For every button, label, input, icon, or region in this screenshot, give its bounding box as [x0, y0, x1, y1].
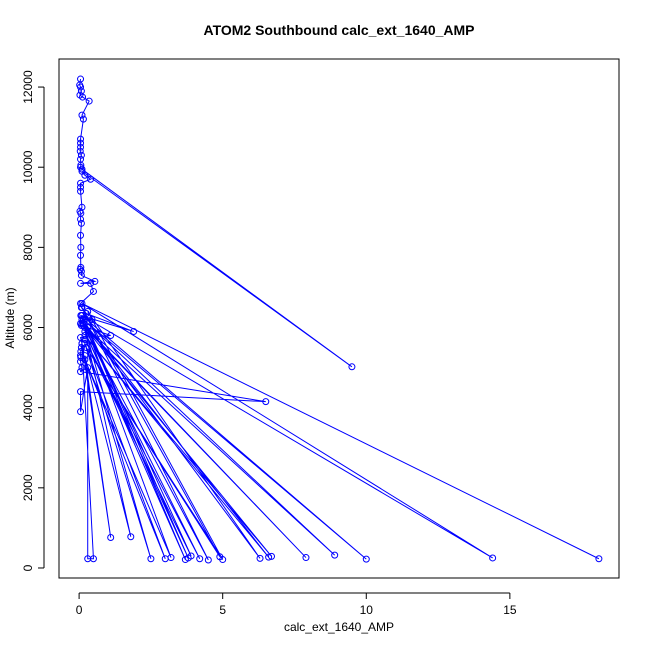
- data-point: [167, 554, 175, 562]
- data-point: [77, 143, 85, 151]
- x-tick-label: 15: [503, 603, 517, 617]
- data-point: [78, 311, 86, 319]
- data-point: [79, 316, 87, 323]
- data-point: [81, 352, 89, 360]
- data-point: [81, 336, 89, 344]
- data-point: [489, 554, 497, 562]
- data-point: [130, 328, 138, 336]
- data-point: [268, 552, 276, 560]
- data-point: [87, 175, 95, 183]
- data-point: [77, 231, 85, 239]
- x-axis: 0 5 10 15: [76, 592, 517, 617]
- y-axis-label: Altitude (m): [3, 287, 17, 348]
- y-tick-label: 12000: [21, 70, 35, 104]
- data-point: [81, 340, 89, 348]
- data-point: [88, 316, 96, 323]
- data-point: [77, 219, 85, 227]
- data-point: [78, 320, 86, 328]
- y-tick-label: 10000: [21, 150, 35, 184]
- x-tick-label: 10: [360, 603, 374, 617]
- data-point: [89, 555, 97, 563]
- data-point: [77, 271, 85, 279]
- data-point: [81, 171, 89, 179]
- data-point: [77, 135, 85, 143]
- data-point: [77, 354, 85, 362]
- y-tick-label: 2000: [21, 474, 35, 501]
- data-point: [79, 93, 87, 101]
- data-point: [85, 97, 93, 105]
- data-point: [84, 364, 92, 372]
- data-point: [77, 344, 85, 352]
- data-point: [187, 552, 195, 560]
- data-point: [219, 556, 227, 564]
- data-point: [127, 533, 135, 541]
- y-tick-label: 0: [21, 564, 35, 571]
- x-tick-label: 5: [219, 603, 226, 617]
- data-point: [84, 324, 92, 332]
- data-point: [84, 307, 92, 315]
- data-series: [76, 75, 603, 564]
- data-point: [77, 279, 85, 287]
- data-point: [77, 215, 85, 223]
- data-point: [81, 356, 89, 364]
- data-point: [77, 243, 85, 251]
- data-point: [82, 344, 90, 352]
- y-tick-label: 8000: [21, 234, 35, 261]
- data-point: [362, 555, 370, 563]
- data-point: [79, 115, 87, 123]
- series-line: [79, 78, 600, 561]
- data-point: [76, 147, 84, 155]
- x-axis-label: calc_ext_1640_AMP: [284, 620, 394, 634]
- data-point: [265, 553, 273, 561]
- data-point: [595, 555, 603, 563]
- data-point: [107, 534, 115, 542]
- data-point: [77, 251, 85, 259]
- data-point: [331, 551, 339, 559]
- y-axis: 0 2000 4000 6000 8000 10000 12000: [21, 70, 45, 571]
- data-point: [77, 139, 85, 147]
- data-point: [348, 363, 356, 371]
- chart-title: ATOM2 Southbound calc_ext_1640_AMP: [204, 22, 475, 38]
- data-point: [78, 111, 86, 119]
- data-point: [78, 299, 86, 307]
- data-point: [77, 187, 85, 195]
- data-point: [77, 179, 85, 187]
- plot-area-border: [58, 58, 620, 579]
- data-point: [91, 277, 99, 285]
- data-point: [77, 368, 85, 376]
- data-point: [78, 303, 86, 311]
- data-point: [196, 555, 204, 563]
- data-point: [77, 183, 85, 191]
- y-tick-label: 4000: [21, 394, 35, 421]
- data-point: [78, 165, 86, 173]
- data-point: [107, 332, 115, 340]
- data-point: [77, 267, 85, 275]
- data-point: [81, 332, 89, 340]
- y-tick-label: 6000: [21, 314, 35, 341]
- data-point: [256, 554, 264, 562]
- data-point: [77, 163, 85, 171]
- data-point: [302, 554, 310, 562]
- data-point: [77, 388, 85, 396]
- data-point: [87, 279, 95, 287]
- data-point: [262, 398, 270, 406]
- data-point: [77, 83, 85, 91]
- data-point: [147, 555, 155, 563]
- data-point: [89, 287, 97, 295]
- data-point: [204, 556, 212, 564]
- x-tick-label: 0: [76, 603, 83, 617]
- data-point: [77, 151, 85, 159]
- data-point: [77, 408, 85, 416]
